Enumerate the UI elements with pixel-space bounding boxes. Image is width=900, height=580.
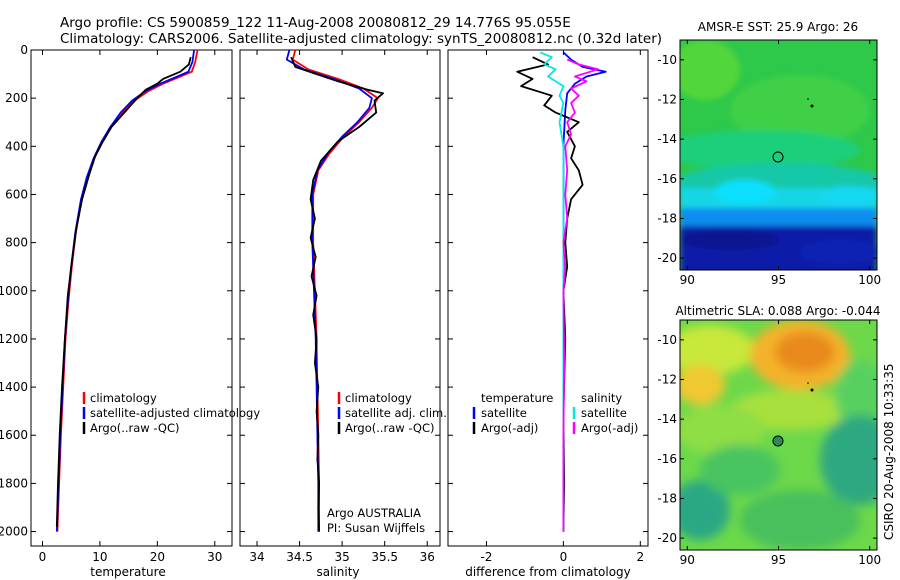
legend-label-argo: Argo(..raw -QC): [345, 421, 435, 435]
series-line-satellite-adjusted-climatology: [55, 49, 195, 532]
temperature-legend: climatology satellite-adjusted climatolo…: [82, 391, 260, 435]
map-x-tick-label: 95: [771, 553, 786, 567]
legend-label-satellite-adj: satellite adj. clim.: [345, 406, 447, 420]
legend-heading-temperature: temperature: [481, 391, 553, 405]
sla-map-axes: 90 95 100 -10 -12 -14 -16 -18 -20: [657, 320, 881, 567]
map-y-tick-label: -18: [657, 211, 677, 225]
y-tick-label: 400: [5, 139, 28, 153]
x-tick-label: 35: [334, 550, 349, 564]
y-tick-label: 1400: [0, 380, 28, 394]
y-tick-label: 600: [5, 187, 28, 201]
sla-track-dot: [810, 388, 814, 392]
map-x-tick-label: 100: [858, 553, 881, 567]
temperature-panel: 0 10 20 30 0 200 400 600 800 1000 1200 1400 1600 1800…: [0, 43, 232, 564]
difference-legend: temperature salinity satellite Argo(-adj…: [472, 391, 638, 435]
sla-map-field: [680, 320, 877, 550]
series-line-argo-raw-qc: [55, 56, 192, 527]
sst-argo-marker: [772, 151, 784, 163]
y-tick-label: 0: [20, 43, 28, 57]
x-tick-label: 0: [560, 550, 568, 564]
sla-track-dot: [807, 382, 809, 384]
series-line-temperature-argo-adj: [516, 56, 584, 532]
map-y-tick-label: -14: [657, 412, 677, 426]
sst-map-axes: 90 95 100 -10 -12 -14 -16 -18 -20: [657, 40, 881, 287]
difference-panel-frame: [447, 49, 649, 547]
salinity-legend: climatology satellite adj. clim. Argo(..…: [337, 391, 447, 435]
series-line-temperature-satellite: [562, 51, 607, 532]
x-tick-label: 30: [207, 550, 222, 564]
map-y-tick-label: -10: [657, 333, 677, 347]
map-y-tick-label: -12: [657, 92, 677, 106]
series-line-salinity-satellite: [539, 51, 565, 532]
x-tick-label: 2: [636, 550, 644, 564]
argo-australia-label: Argo AUSTRALIA: [327, 506, 421, 520]
csiro-credit: CSIRO 20-Aug-2008 10:33:35: [882, 364, 896, 540]
legend-label-climatology: climatology: [345, 391, 412, 405]
sst-track-dot: [810, 104, 814, 108]
x-tick-label: 10: [92, 550, 107, 564]
temperature-axis-label: temperature: [90, 565, 165, 579]
x-tick-label: 20: [150, 550, 165, 564]
x-tick-label: -2: [480, 550, 492, 564]
map-x-tick-label: 90: [680, 553, 695, 567]
legend-heading-salinity: salinity: [581, 391, 622, 405]
map-y-tick-label: -20: [657, 251, 677, 265]
salinity-axis-label: salinity: [316, 565, 359, 579]
x-tick-label: 34.5: [286, 550, 313, 564]
series-line-salinity-argo-adj: [562, 58, 599, 532]
figure-title-line1: Argo profile: CS 5900859_122 11-Aug-2008…: [60, 15, 571, 31]
legend-label-sal-argo: Argo(-adj): [581, 421, 638, 435]
map-y-tick-label: -20: [657, 531, 677, 545]
map-x-tick-label: 90: [680, 273, 695, 287]
map-y-tick-label: -16: [657, 452, 677, 466]
map-y-tick-label: -16: [657, 172, 677, 186]
x-tick-label: 36: [420, 550, 435, 564]
temperature-panel-frame: [30, 49, 233, 547]
x-tick-label: 35.5: [371, 550, 398, 564]
map-x-tick-label: 95: [771, 273, 786, 287]
legend-label-argo: Argo(..raw -QC): [90, 421, 180, 435]
sla-map-title: Altimetric SLA: 0.088 Argo: -0.044: [675, 304, 880, 318]
map-y-tick-label: -12: [657, 372, 677, 386]
y-tick-label: 2000: [0, 525, 28, 539]
sla-argo-marker: [772, 435, 784, 447]
legend-label-satellite-adjusted: satellite-adjusted climatology: [90, 406, 260, 420]
map-y-tick-label: -14: [657, 132, 677, 146]
y-tick-label: 1600: [0, 428, 28, 442]
sst-map-field: [680, 40, 877, 270]
salinity-panel: 34 34.5 35 35.5 36: [240, 49, 440, 564]
series-line-climatology: [56, 49, 199, 532]
map-x-tick-label: 100: [858, 273, 881, 287]
legend-label-temp-satellite: satellite: [481, 406, 527, 420]
y-tick-label: 800: [5, 236, 28, 250]
series-line-argo-raw-qc: [290, 56, 384, 532]
sst-map-title: AMSR-E SST: 25.9 Argo: 26: [698, 20, 858, 34]
y-tick-label: 1800: [0, 476, 28, 490]
legend-label-sal-satellite: satellite: [581, 406, 627, 420]
salinity-panel-frame: [239, 49, 441, 547]
x-tick-label: 34: [249, 550, 264, 564]
sst-track-dot: [807, 98, 809, 100]
y-tick-label: 1000: [0, 284, 28, 298]
y-tick-label: 200: [5, 91, 28, 105]
map-y-tick-label: -18: [657, 491, 677, 505]
pi-label: PI: Susan Wijffels: [327, 521, 425, 535]
figure-title-line2: Climatology: CARS2006. Satellite-adjuste…: [60, 31, 662, 47]
legend-label-climatology: climatology: [90, 391, 157, 405]
y-tick-label: 1200: [0, 332, 28, 346]
legend-label-temp-argo: Argo(-adj): [481, 421, 538, 435]
map-y-tick-label: -10: [657, 53, 677, 67]
x-tick-label: 0: [39, 550, 47, 564]
difference-panel: -2 0 2: [448, 49, 648, 564]
difference-axis-label: difference from climatology: [465, 565, 631, 579]
